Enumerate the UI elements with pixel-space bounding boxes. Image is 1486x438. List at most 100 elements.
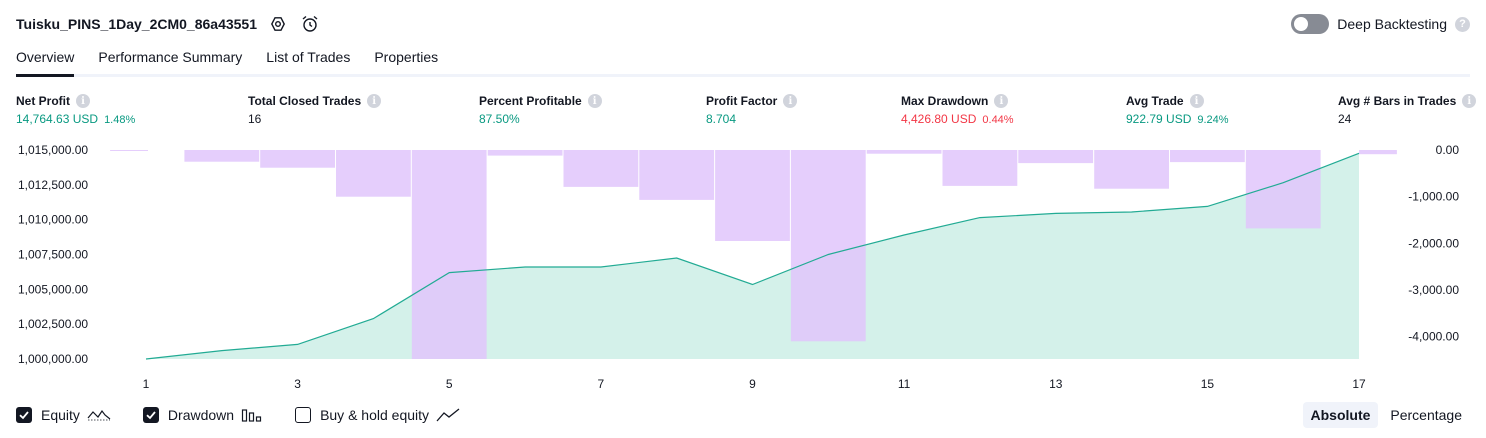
drawdown-bar (1094, 150, 1169, 189)
metric-value: 922.79 USD (1126, 112, 1192, 126)
y-left-tick-label: 1,015,000.00 (18, 143, 88, 157)
legend-drawdown[interactable]: Drawdown (142, 407, 263, 423)
y-left-tick-label: 1,010,000.00 (18, 213, 88, 227)
y-left-tick-label: 1,012,500.00 (18, 178, 88, 192)
metric-value: 87.50% (479, 112, 520, 126)
equity-checkbox[interactable] (16, 407, 32, 423)
help-icon[interactable]: ? (1455, 16, 1470, 32)
drawdown-bar (866, 150, 942, 154)
metric-value: 4,426.80 USD (901, 112, 977, 126)
equity-line (145, 152, 1360, 360)
metric-net-profit: Net Profit i 14,764.63 USD 1.48% (16, 92, 135, 126)
metric-value: 8.704 (706, 112, 737, 126)
drawdown-bars-icon (241, 407, 263, 423)
deep-backtesting-toggle[interactable] (1291, 14, 1330, 34)
metric-value: 24 (1338, 112, 1352, 126)
legend-drawdown-label: Drawdown (167, 407, 235, 423)
tab-overview[interactable]: Overview (16, 44, 75, 77)
metric-percent: 1.48% (104, 114, 136, 126)
y-right-tick-label: -3,000.00 (1408, 283, 1459, 297)
info-icon[interactable]: i (1462, 94, 1477, 108)
drawdown-bar (1018, 150, 1094, 164)
drawdown-bar (336, 150, 411, 197)
info-icon[interactable]: i (1189, 94, 1204, 108)
strategy-title: Tuisku_PINS_1Day_2CM0_86a43551 (16, 16, 258, 32)
x-tick-label: 13 (1049, 377, 1063, 391)
chart-footer: Equity Drawdown Buy & hold equity Absolu… (16, 402, 1470, 428)
drawdown-bar (715, 150, 790, 241)
info-icon[interactable]: i (587, 94, 602, 108)
x-tick-label: 7 (598, 377, 605, 391)
x-tick-label: 5 (446, 377, 453, 391)
x-tick-label: 15 (1201, 377, 1215, 391)
metric-total-closed-trades: Total Closed Trades i 16 (248, 92, 382, 126)
y-right-tick-label: -2,000.00 (1408, 236, 1459, 250)
drawdown-bar (184, 150, 260, 162)
y-left-tick-label: 1,007,500.00 (18, 248, 88, 262)
deep-backtesting-control: Deep Backtesting ? (1291, 14, 1470, 34)
absolute-button[interactable]: Absolute (1302, 402, 1379, 428)
tab-properties[interactable]: Properties (374, 49, 439, 65)
mode-switch: Absolute Percentage (1302, 402, 1471, 428)
info-icon[interactable]: i (783, 94, 798, 108)
x-tick-label: 3 (294, 377, 301, 391)
buyhold-line-icon (436, 407, 460, 423)
metric-label: Percent Profitable (479, 94, 582, 108)
drawdown-bar (260, 150, 335, 168)
metric-label: Net Profit (16, 94, 70, 108)
x-tick-label: 11 (898, 377, 911, 391)
info-icon[interactable]: i (76, 94, 90, 108)
legend-equity[interactable]: Equity (16, 407, 111, 423)
drawdown-bar (1170, 150, 1245, 163)
info-icon[interactable]: i (367, 94, 382, 108)
metric-value: 14,764.63 USD (16, 112, 99, 126)
percentage-button[interactable]: Percentage (1390, 407, 1462, 423)
tab-list-of-trades[interactable]: List of Trades (266, 49, 351, 65)
metric-label: Total Closed Trades (248, 94, 362, 108)
toggle-knob (1294, 17, 1309, 31)
y-left-tick-label: 1,005,000.00 (18, 282, 88, 296)
check-icon (19, 411, 29, 420)
metrics-row: Net Profit i 14,764.63 USD 1.48% Total Clo… (0, 92, 1486, 132)
metric-label: Avg # Bars in Trades (1338, 94, 1457, 108)
x-tick-label: 17 (1352, 377, 1366, 391)
legend-buyhold-label: Buy & hold equity (320, 407, 430, 423)
y-left-tick-label: 1,000,000.00 (18, 352, 88, 366)
check-icon (146, 411, 156, 420)
x-tick-label: 9 (749, 377, 756, 391)
metric-percent: 0.44% (982, 114, 1014, 126)
drawdown-bar (639, 150, 715, 200)
tab-bar: Overview Performance Summary List of Tra… (16, 44, 1470, 77)
y-left-tick-label: 1,002,500.00 (18, 317, 88, 331)
drawdown-bar (1245, 150, 1321, 229)
drawdown-checkbox[interactable] (142, 407, 159, 423)
metric-avg-bars-in-trades: Avg # Bars in Trades i 24 (1338, 92, 1477, 126)
drawdown-bar (110, 150, 148, 151)
x-tick-label: 1 (143, 377, 150, 391)
legend-buy-hold[interactable]: Buy & hold equity (295, 407, 460, 423)
settings-icon[interactable] (267, 13, 289, 35)
metric-label: Avg Trade (1126, 94, 1184, 108)
tab-performance-summary[interactable]: Performance Summary (98, 49, 243, 65)
metric-max-drawdown: Max Drawdown i 4,426.80 USD 0.44% (901, 92, 1014, 126)
drawdown-bar (1359, 150, 1397, 155)
metric-avg-trade: Avg Trade i 922.79 USD 9.24% (1126, 92, 1229, 126)
y-right-tick-label: -1,000.00 (1408, 190, 1459, 204)
alert-clock-icon[interactable] (299, 13, 321, 35)
drawdown-bar (411, 150, 487, 359)
metric-value: 16 (248, 112, 262, 126)
drawdown-bar (487, 150, 563, 156)
info-icon[interactable]: i (994, 94, 1009, 108)
drawdown-bar (942, 150, 1018, 186)
metric-label: Max Drawdown (901, 94, 989, 108)
equity-line-icon (87, 407, 111, 423)
equity-drawdown-chart[interactable]: 1,015,000.00 1,012,500.00 1,010,000.00 1,00… (0, 136, 1486, 398)
metric-percent-profitable: Percent Profitable i 87.50% (479, 92, 602, 126)
drawdown-bar (790, 150, 866, 342)
metric-profit-factor: Profit Factor i 8.704 (706, 92, 798, 126)
deep-backtesting-label: Deep Backtesting (1337, 16, 1447, 32)
drawdown-bar (563, 150, 639, 187)
y-right-tick-label: -4,000.00 (1408, 330, 1459, 344)
buyhold-checkbox[interactable] (295, 407, 312, 423)
y-right-tick-label: 0.00 (1436, 143, 1460, 157)
